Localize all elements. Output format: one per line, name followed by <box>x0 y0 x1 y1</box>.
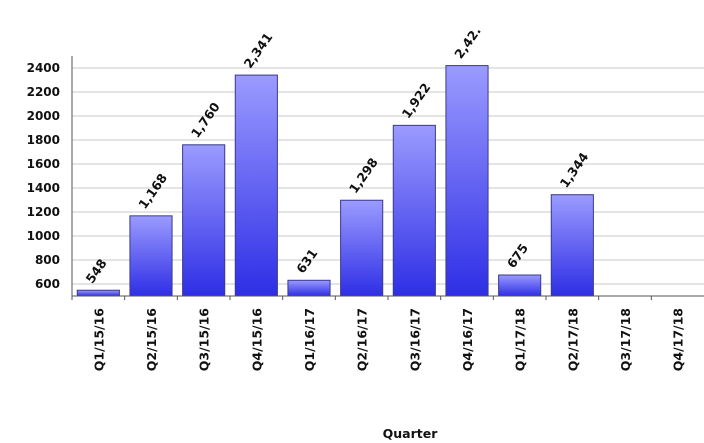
y-tick-label: 2200 <box>27 85 60 99</box>
bar <box>182 144 226 297</box>
x-tick-label: Q4/15/16 <box>249 308 264 372</box>
x-tick-label: Q3/17/18 <box>618 308 633 371</box>
axes <box>71 56 704 300</box>
y-tick-label: 2400 <box>27 61 60 75</box>
data-label: 2,42. <box>451 24 484 62</box>
gridlines <box>72 67 704 285</box>
y-tick-label: 1800 <box>27 133 60 147</box>
x-axis-title: Quarter <box>383 426 439 441</box>
x-tick-label: Q2/17/18 <box>565 308 580 371</box>
x-tick-label: Q3/16/17 <box>407 308 422 371</box>
x-tick-label: Q4/16/17 <box>460 308 475 371</box>
bar <box>287 279 331 297</box>
data-label: 631 <box>293 246 320 276</box>
data-label: 1,344 <box>557 149 592 190</box>
y-tick-label: 1200 <box>27 205 60 219</box>
y-tick-labels: 600 800 1000 1200 1400 1600 1800 2000 2200 2400 <box>27 61 60 291</box>
x-tick-label: Q1/15/16 <box>91 308 106 372</box>
x-tick-label: Q4/17/18 <box>671 308 686 371</box>
bar <box>445 65 489 297</box>
data-label: 1,922 <box>399 80 434 121</box>
bar <box>340 199 384 297</box>
y-tick-label: 600 <box>35 277 60 291</box>
bar <box>498 274 542 297</box>
x-tick-label: Q3/15/16 <box>197 308 212 372</box>
bar <box>129 215 173 297</box>
data-label: 675 <box>504 241 531 271</box>
x-tick-label: Q1/17/18 <box>513 308 528 371</box>
data-label: 1,168 <box>135 171 170 212</box>
y-tick-label: 1600 <box>27 157 60 171</box>
bar <box>234 74 278 297</box>
data-label: 1,298 <box>346 155 381 196</box>
x-tick-label: Q2/16/17 <box>355 308 370 371</box>
x-tick-label: Q1/16/17 <box>302 308 317 371</box>
bars <box>76 65 594 297</box>
y-tick-label: 800 <box>35 253 60 267</box>
x-tick-label: Q2/15/16 <box>144 308 159 372</box>
data-label: 1,760 <box>188 99 223 140</box>
x-tick-labels: Q1/15/16 Q2/15/16 Q3/15/16 Q4/15/16 Q1/16/17… <box>91 308 685 372</box>
y-tick-label: 1000 <box>27 229 60 243</box>
bar <box>550 194 594 297</box>
data-label: 2,341 <box>241 30 276 71</box>
bar <box>392 124 436 297</box>
bar <box>76 289 120 297</box>
y-tick-label: 1400 <box>27 181 60 195</box>
y-tick-label: 2000 <box>27 109 60 123</box>
